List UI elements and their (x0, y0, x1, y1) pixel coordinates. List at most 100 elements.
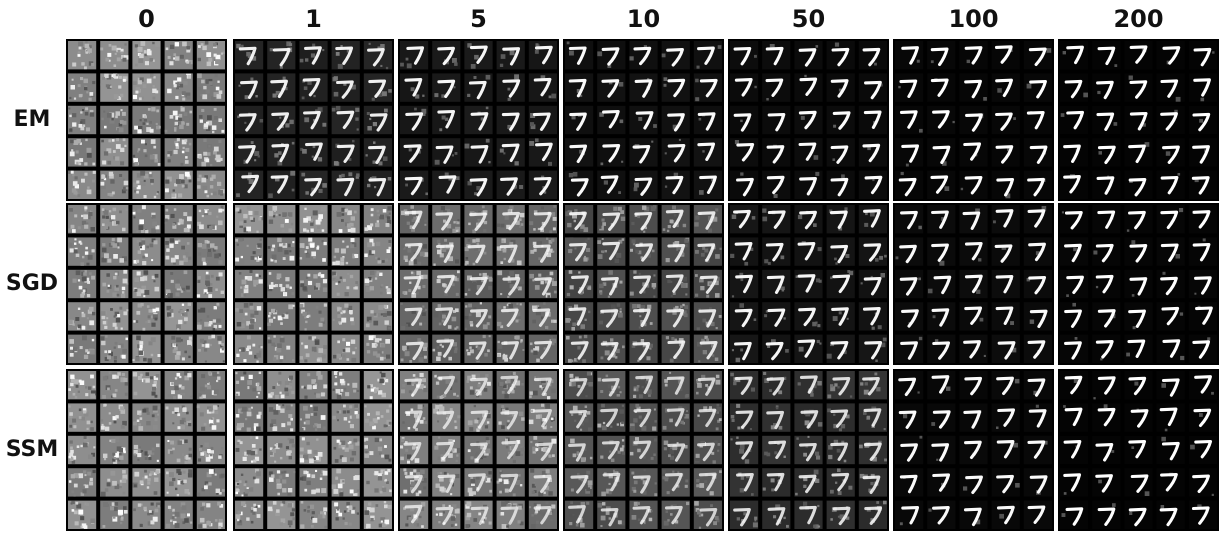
sample-panel-em-100 (893, 39, 1054, 201)
sample-cell (597, 41, 626, 70)
sample-cell (661, 500, 690, 529)
sample-cell (400, 371, 429, 400)
sample-cell (895, 435, 924, 465)
sample-cell (528, 41, 557, 70)
sample-cell (68, 371, 97, 400)
sample-cell (400, 170, 429, 199)
sample-cell (464, 170, 493, 199)
sample-cell (959, 73, 988, 102)
sample-cell (991, 138, 1020, 167)
sample-cell (597, 237, 626, 266)
sample-cell (464, 41, 493, 70)
sample-cell (1156, 73, 1185, 102)
sample-cell (693, 41, 722, 70)
sample-cell (565, 73, 594, 102)
sample-grid (730, 41, 887, 199)
sample-cell (895, 237, 924, 266)
sample-cell (400, 302, 429, 331)
sample-cell (464, 403, 493, 432)
sample-cell (400, 205, 429, 234)
sample-cell (68, 468, 97, 497)
sample-cell (132, 500, 161, 529)
sample-cell (565, 170, 594, 199)
sample-cell (826, 435, 855, 465)
sample-cell (693, 500, 722, 529)
sample-cell (528, 170, 557, 199)
sample-cell (895, 205, 924, 234)
sample-cell (895, 468, 924, 497)
sample-cell (1092, 371, 1121, 400)
sample-cell (991, 302, 1020, 331)
sample-cell (267, 468, 296, 497)
column-label-200: 200 (1113, 5, 1164, 33)
sample-cell (400, 41, 429, 70)
row-label-ssm: SSM (5, 437, 59, 462)
sample-cell (565, 334, 594, 363)
sample-cell (1188, 269, 1217, 299)
sample-cell (826, 371, 855, 400)
column-label-100: 100 (948, 5, 999, 33)
sample-cell (68, 237, 97, 266)
sample-cell (1124, 105, 1153, 135)
sample-cell (400, 468, 429, 497)
sample-cell (299, 105, 328, 135)
sample-cell (464, 138, 493, 167)
sample-cell (196, 302, 225, 331)
sample-cell (1124, 435, 1153, 465)
sample-cell (991, 105, 1020, 135)
sample-cell (400, 237, 429, 266)
sample-cell (794, 41, 823, 70)
sample-cell (496, 138, 525, 167)
sample-cell (331, 41, 360, 70)
sample-cell (132, 371, 161, 400)
sample-cell (1060, 41, 1089, 70)
sample-cell (1092, 170, 1121, 199)
sample-cell (267, 41, 296, 70)
sample-cell (693, 237, 722, 266)
sample-cell (267, 205, 296, 234)
sample-cell (1156, 237, 1185, 266)
sample-cell (858, 237, 887, 266)
sample-cell (730, 205, 759, 234)
sample-cell (762, 269, 791, 299)
sample-cell (432, 500, 461, 529)
sample-cell (432, 73, 461, 102)
sample-cell (464, 334, 493, 363)
sample-grid (235, 371, 392, 529)
sample-cell (858, 371, 887, 400)
sample-cell (299, 269, 328, 299)
sample-cell (267, 435, 296, 465)
sample-cell (235, 205, 264, 234)
sample-cell (895, 269, 924, 299)
sample-cell (68, 41, 97, 70)
sample-cell (1124, 41, 1153, 70)
sample-panel-sgd-1 (233, 203, 394, 365)
sample-cell (528, 302, 557, 331)
sample-cell (1092, 403, 1121, 432)
sample-cell (991, 269, 1020, 299)
sample-cell (1188, 170, 1217, 199)
sample-cell (1188, 237, 1217, 266)
sample-cell (363, 334, 392, 363)
sample-cell (661, 334, 690, 363)
sample-cell (496, 302, 525, 331)
sample-cell (1092, 237, 1121, 266)
sample-panel-em-0 (66, 39, 227, 201)
sample-panel-ssm-100 (893, 369, 1054, 531)
sample-cell (762, 205, 791, 234)
sample-cell (528, 403, 557, 432)
sample-cell (693, 334, 722, 363)
sample-cell (1188, 403, 1217, 432)
sample-cell (895, 371, 924, 400)
sample-cell (895, 302, 924, 331)
sample-cell (991, 73, 1020, 102)
sample-cell (1092, 138, 1121, 167)
sample-cell (927, 73, 956, 102)
sample-cell (794, 138, 823, 167)
sample-cell (629, 371, 658, 400)
sample-cell (164, 269, 193, 299)
sample-cell (1188, 41, 1217, 70)
sample-cell (363, 403, 392, 432)
sample-cell (1023, 138, 1052, 167)
sample-cell (1092, 500, 1121, 529)
